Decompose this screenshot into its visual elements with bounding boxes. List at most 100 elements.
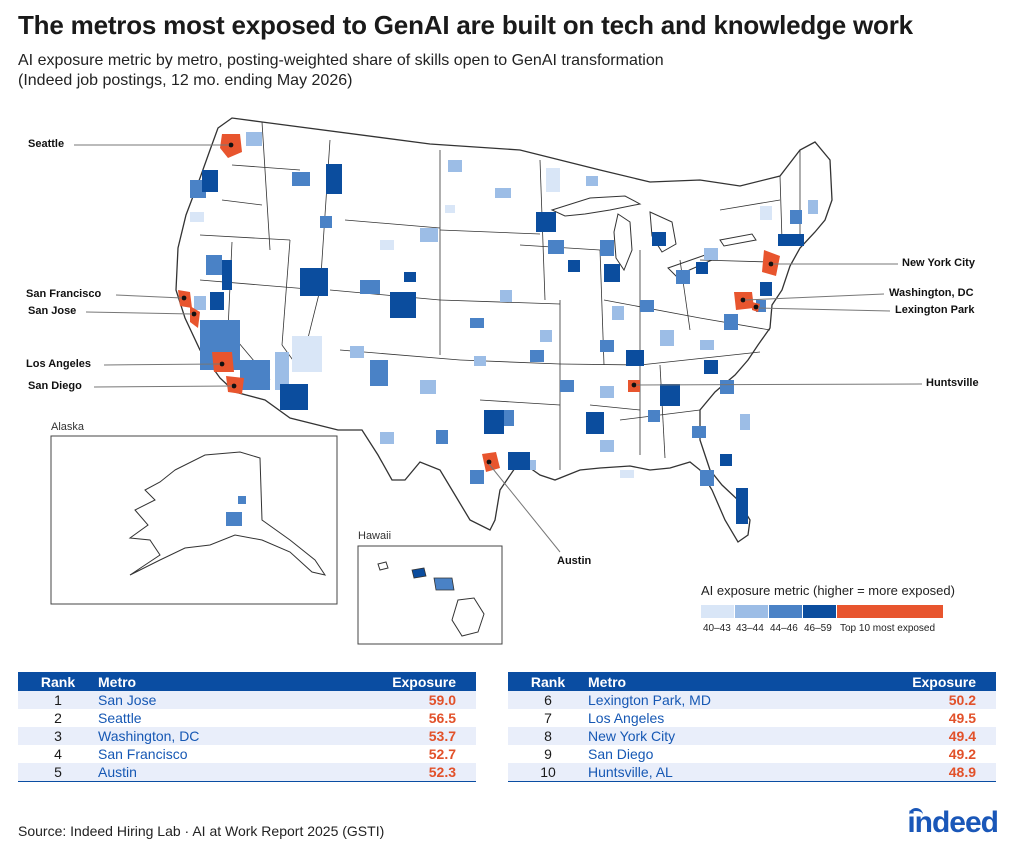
exposure-cell: 59.0 (304, 691, 476, 709)
hawaii-island-maui (433, 577, 455, 591)
table-row: 1 San Jose 59.0 (18, 691, 476, 709)
rank-cell: 1 (18, 691, 98, 709)
rank-header: Rank (508, 672, 588, 691)
us-metro-map (50, 117, 943, 645)
exposure-cell: 53.7 (304, 727, 476, 745)
table-row: 5 Austin 52.3 (18, 763, 476, 782)
legend-swatches (701, 605, 943, 618)
table-header-row: Rank Metro Exposure (508, 672, 996, 691)
exposure-cell: 49.5 (948, 710, 976, 726)
metros-bin4 (202, 164, 804, 524)
callout-austin: Austin (557, 555, 592, 567)
legend-label-5: Top 10 most exposed (840, 623, 936, 634)
hawaii-inset-frame (357, 545, 503, 645)
rank-cell: 10 (508, 763, 588, 782)
alaska-metro-fairbanks (238, 496, 246, 504)
legend-label-2: 43–44 (736, 623, 764, 634)
metro-cell: Austin (98, 763, 305, 782)
logo-wordmark: indeed (907, 806, 999, 839)
table-row: 8 New York City 49.4 (508, 727, 996, 745)
ranking-table-left: Rank Metro Exposure 1 San Jose 59.0 2 Se… (18, 672, 476, 782)
exposure-cell: 52.3 (304, 763, 476, 782)
metro-cell: Washington, DC (98, 727, 305, 745)
subtitle-line-1: AI exposure metric by metro, posting-wei… (18, 52, 664, 69)
metro-cell: San Diego (588, 746, 654, 762)
legend-label-4: 46–59 (804, 623, 832, 634)
lake-michigan (613, 213, 633, 272)
metro-cell: New York City (588, 727, 831, 745)
legend-swatch-1 (701, 605, 734, 618)
rank-cell: 5 (18, 763, 98, 782)
hawaii-island-big-island (451, 597, 485, 637)
alaska-inset-label: Alaska (51, 421, 85, 433)
legend-label-1: 40–43 (703, 623, 731, 634)
table-header-row: Rank Metro Exposure (18, 672, 476, 691)
table-row: 10 Huntsville, AL 48.9 (508, 763, 996, 782)
table-row: 2 Seattle 56.5 (18, 709, 476, 727)
metro-cell: Seattle (98, 710, 142, 726)
metro-cell: San Francisco (98, 746, 188, 762)
rank-cell: 7 (544, 710, 552, 726)
callout-san-diego: San Diego (28, 380, 82, 392)
table-row: 9 San Diego 49.2 (508, 745, 996, 763)
legend-label-3: 44–46 (770, 623, 798, 634)
hawaii-island-oahu (411, 567, 427, 579)
callout-huntsville: Huntsville (926, 377, 979, 389)
lake-ontario (719, 233, 757, 247)
callout-san-jose: San Jose (28, 305, 77, 317)
exposure-cell: 52.7 (428, 746, 456, 762)
callout-lexington-park: Lexington Park (895, 304, 975, 316)
callout-los-angeles: Los Angeles (26, 358, 91, 370)
rank-cell: 8 (508, 727, 588, 745)
callout-new-york-city: New York City (902, 257, 975, 269)
metro-cell: Lexington Park, MD (588, 691, 831, 709)
callout-washington-dc: Washington, DC (889, 287, 974, 299)
table-row: 4 San Francisco 52.7 (18, 745, 476, 763)
alaska-metro-anchorage (226, 512, 242, 526)
table-row: 3 Washington, DC 53.7 (18, 727, 476, 745)
exposure-cell: 56.5 (428, 710, 456, 726)
chart-subtitle: AI exposure metric by metro, posting-wei… (18, 51, 664, 91)
metro-cell: San Jose (98, 691, 305, 709)
rank-cell: 3 (18, 727, 98, 745)
metro-dots (181, 142, 774, 465)
rank-cell: 9 (544, 746, 552, 762)
ranking-table-right: Rank Metro Exposure 6 Lexington Park, MD… (508, 672, 996, 782)
metro-header: Metro (98, 672, 305, 691)
hawaii-island-kauai (377, 561, 389, 571)
metros-bin2 (194, 132, 818, 470)
metros-bin1 (190, 168, 772, 478)
source-note: Source: Indeed Hiring Lab · AI at Work R… (18, 823, 385, 839)
legend-swatch-2 (735, 605, 768, 618)
lake-superior (550, 195, 642, 217)
exposure-header: Exposure (304, 672, 476, 691)
callout-seattle: Seattle (28, 138, 65, 150)
logo-arc-icon (909, 808, 924, 818)
san-jose-metro (190, 306, 200, 328)
legend-title: AI exposure metric (higher = more expose… (701, 583, 955, 598)
metro-cell: Los Angeles (588, 710, 665, 726)
rank-header: Rank (18, 672, 98, 691)
indeed-logo: indeed (907, 806, 999, 840)
table-row: 7 Los Angeles 49.5 (508, 709, 996, 727)
chart-title: The metros most exposed to GenAI are bui… (18, 10, 913, 40)
metros-bin3 (190, 172, 802, 486)
exposure-header: Exposure (830, 672, 996, 691)
exposure-cell: 49.2 (948, 746, 976, 762)
callout-leader-lines (74, 144, 923, 553)
hawaii-inset-label: Hawaii (358, 530, 392, 542)
legend-swatch-4 (803, 605, 836, 618)
metro-header: Metro (588, 672, 831, 691)
table-row: 6 Lexington Park, MD 50.2 (508, 691, 996, 709)
legend-swatch-5 (837, 605, 943, 618)
subtitle-line-2: (Indeed job postings, 12 mo. ending May … (18, 72, 353, 89)
metro-cell: Huntsville, AL (588, 763, 831, 782)
exposure-cell: 49.4 (830, 727, 996, 745)
rank-cell: 2 (54, 710, 62, 726)
legend-swatch-3 (769, 605, 802, 618)
exposure-cell: 48.9 (830, 763, 996, 782)
rank-cell: 6 (508, 691, 588, 709)
callout-san-francisco: San Francisco (26, 288, 102, 300)
rank-cell: 4 (54, 746, 62, 762)
exposure-cell: 50.2 (830, 691, 996, 709)
